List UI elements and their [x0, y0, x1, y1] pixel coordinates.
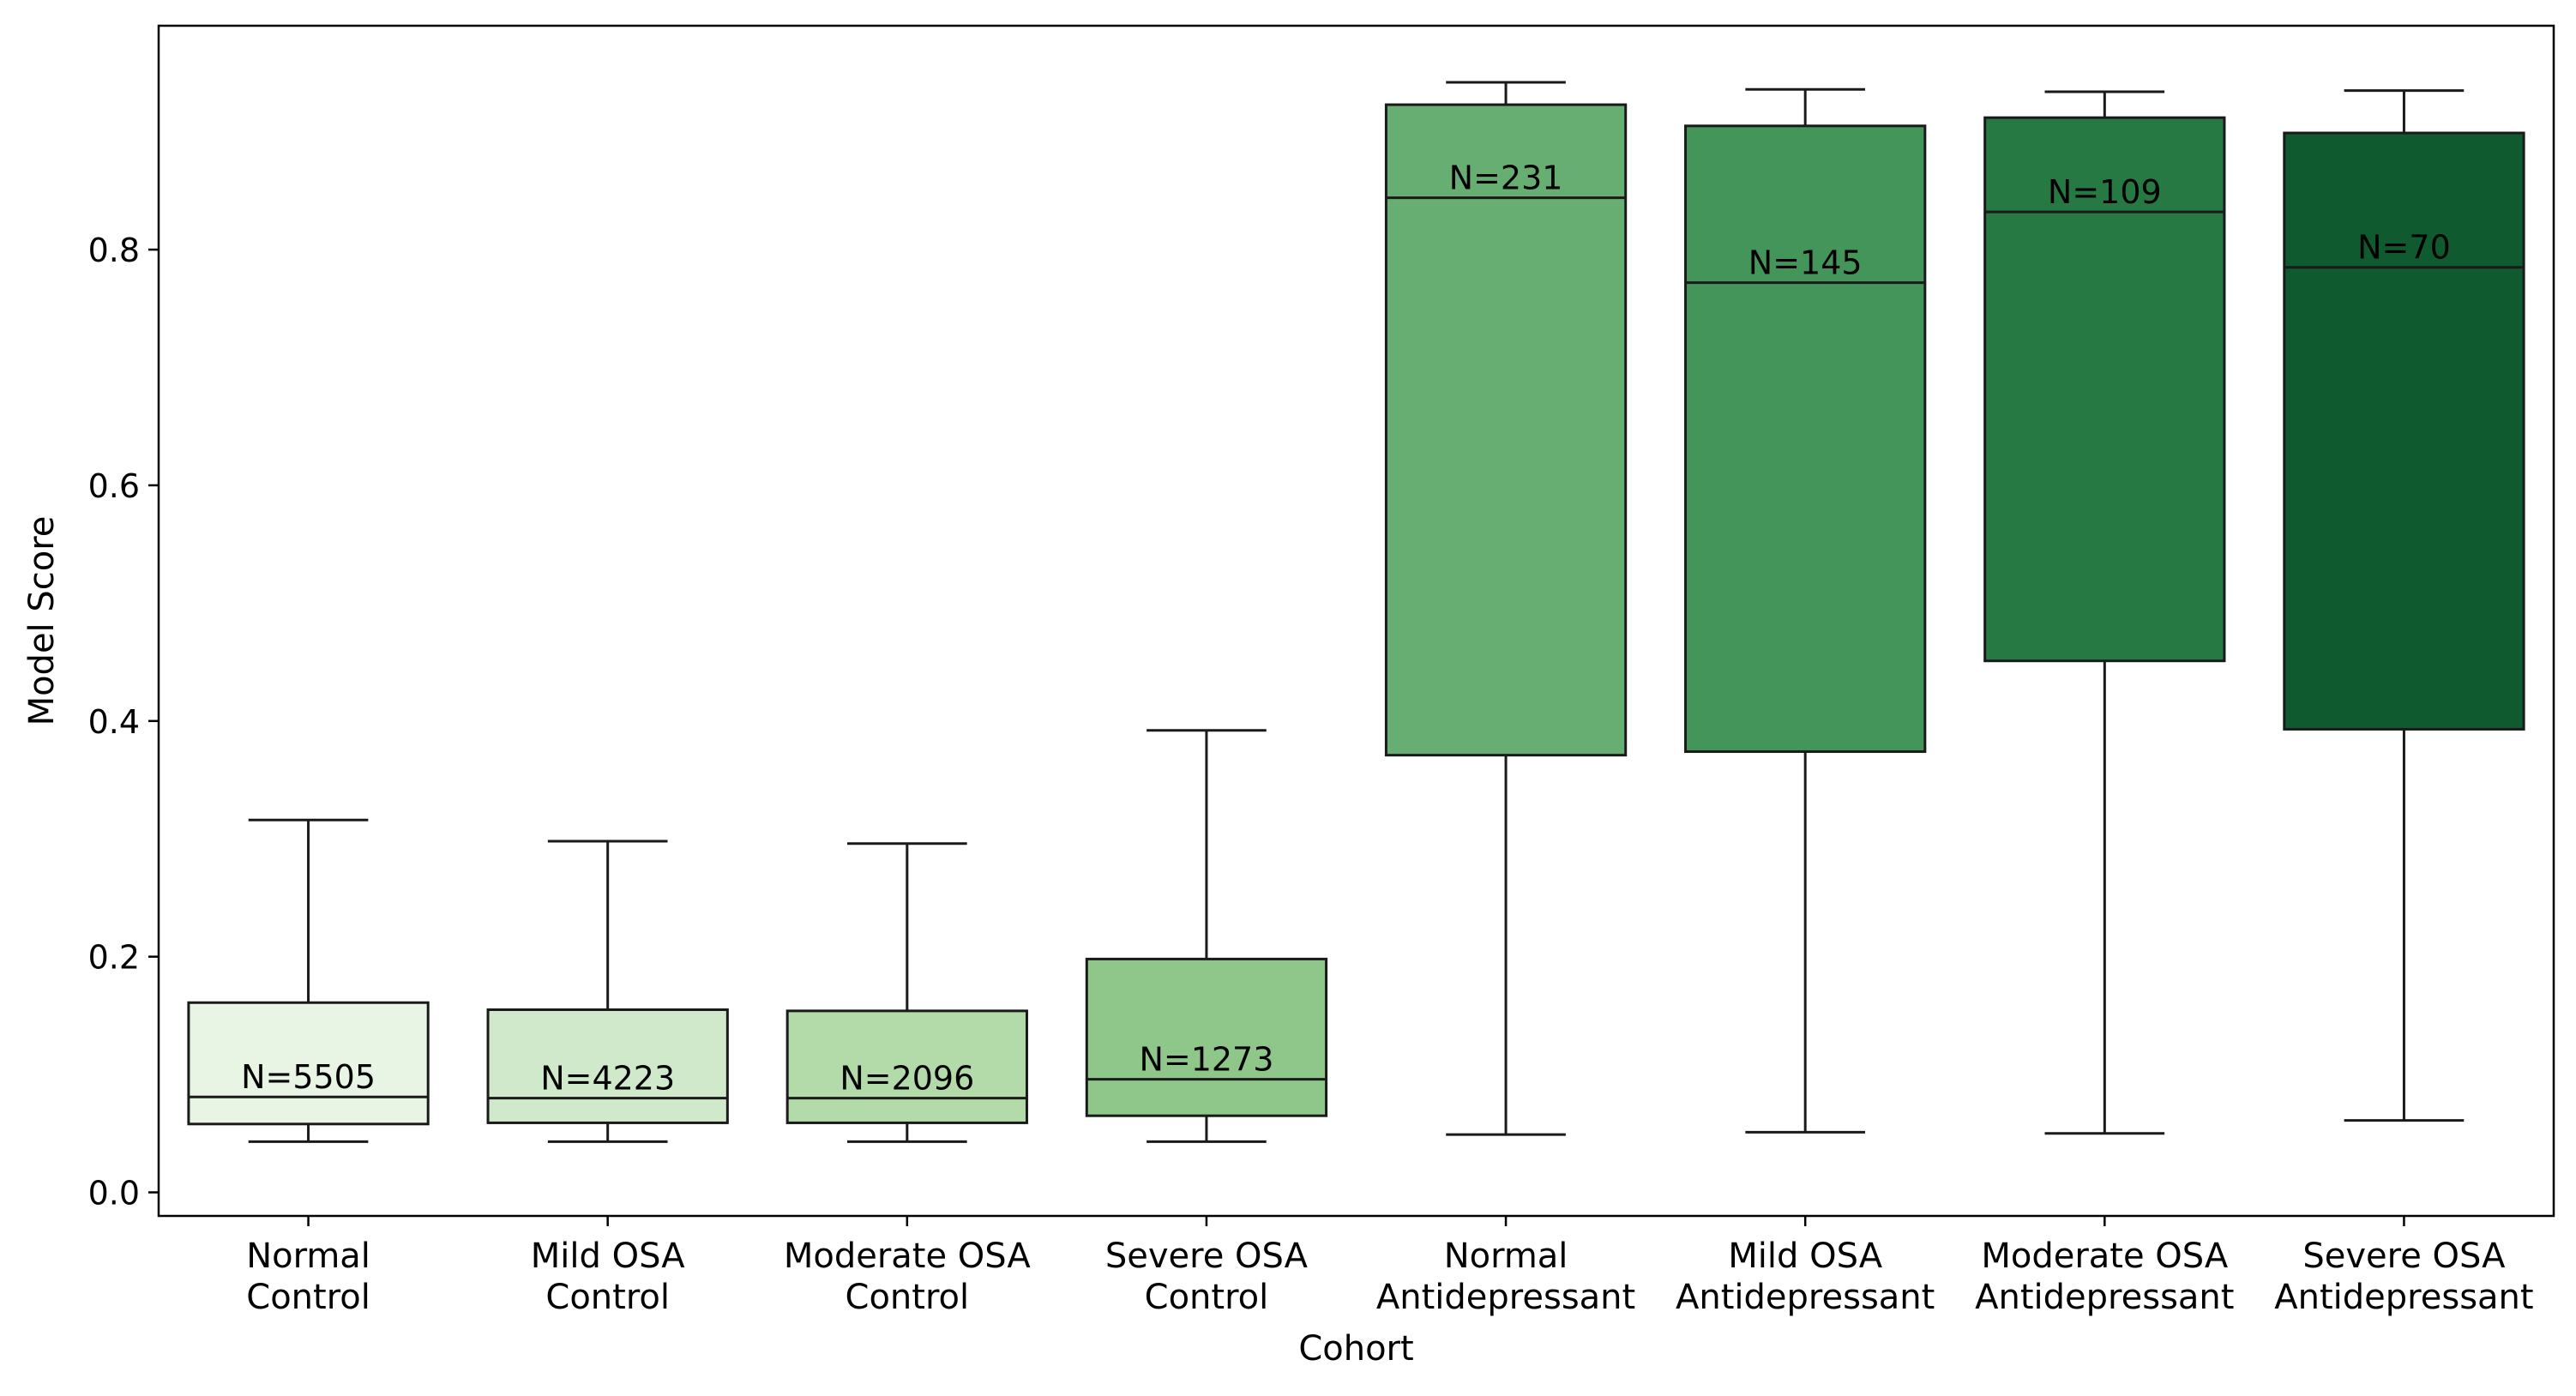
x-tick-label: Severe OSA Control: [1105, 1237, 1309, 1317]
sample-size-label: N=5505: [241, 1058, 376, 1096]
axes-frame: [157, 24, 2555, 1218]
sample-size-label: N=2096: [840, 1060, 974, 1098]
x-tick-label-line: Normal: [1444, 1237, 1568, 1276]
x-tick-label-line: Normal: [246, 1237, 370, 1276]
box-group: N=145: [1684, 87, 1927, 1134]
y-axis: 0.0 0.2 0.4 0.6 0.8: [88, 232, 159, 1212]
box-iqr: [187, 1001, 430, 1126]
x-tick-label-line: Antidepressant: [1676, 1278, 1935, 1317]
box-iqr: [1384, 103, 1628, 757]
sample-size-label: N=145: [1748, 244, 1863, 282]
sample-size-label: N=231: [1449, 159, 1563, 197]
x-tick-label: Severe OSA Antidepressant: [2274, 1237, 2533, 1317]
x-tick-label-line: Mild OSA: [531, 1237, 685, 1276]
x-tick-label-line: Severe OSA: [1105, 1237, 1309, 1276]
x-tick-label: Normal Antidepressant: [1376, 1237, 1635, 1317]
x-axis-label: Cohort: [1298, 1329, 1413, 1369]
sample-size-label: N=4223: [540, 1060, 675, 1098]
sample-size-label: N=70: [2357, 229, 2451, 267]
box-iqr: [1983, 116, 2226, 663]
y-axis-label: Model Score: [22, 516, 62, 726]
box-group: N=70: [2283, 89, 2525, 1122]
x-tick-label: Mild OSA Control: [531, 1237, 685, 1317]
y-tick-label: 0.6: [88, 467, 140, 505]
x-tick-label-line: Mild OSA: [1728, 1237, 1882, 1276]
x-tick-label-line: Severe OSA: [2302, 1237, 2506, 1276]
x-tick-label-line: Antidepressant: [2274, 1278, 2533, 1317]
box-group: N=109: [1983, 90, 2226, 1135]
y-tick-label: 0.8: [88, 232, 140, 269]
x-tick-label: Mild OSA Antidepressant: [1676, 1237, 1935, 1317]
sample-size-label: N=1273: [1139, 1041, 1273, 1079]
box-group: N=2096: [785, 842, 1028, 1143]
sample-size-label: N=109: [2048, 173, 2162, 211]
box-iqr: [1684, 124, 1927, 754]
y-tick-label: 0.2: [88, 939, 140, 977]
x-tick-label-line: Control: [1145, 1278, 1269, 1317]
y-tick-label: 0.0: [88, 1175, 140, 1212]
y-tick-label: 0.4: [88, 703, 140, 741]
box-iqr: [2283, 131, 2525, 731]
x-tick-label-line: Antidepressant: [1975, 1278, 2234, 1317]
plot-area: N=5505 N=4223 N=2096 N=1273 N=231 N=145 N=109 N…: [187, 81, 2525, 1143]
x-tick-label-line: Control: [545, 1278, 670, 1317]
box-group: N=1273: [1085, 729, 1328, 1143]
x-tick-label: Normal Control: [246, 1237, 370, 1317]
x-tick-label-line: Moderate OSA: [784, 1237, 1032, 1276]
x-tick-label: Moderate OSA Control: [784, 1237, 1032, 1317]
box-iqr: [785, 1009, 1028, 1124]
x-tick-label-line: Control: [846, 1278, 970, 1317]
x-tick-label-line: Control: [246, 1278, 370, 1317]
x-tick-label-line: Moderate OSA: [1981, 1237, 2229, 1276]
x-tick-label: Moderate OSA Antidepressant: [1975, 1237, 2234, 1317]
box-iqr: [1085, 957, 1328, 1117]
box-group: N=5505: [187, 818, 430, 1143]
x-tick-label-line: Antidepressant: [1376, 1278, 1635, 1317]
box-group: N=231: [1384, 81, 1628, 1136]
box-group: N=4223: [486, 839, 729, 1143]
box-iqr: [486, 1008, 729, 1124]
